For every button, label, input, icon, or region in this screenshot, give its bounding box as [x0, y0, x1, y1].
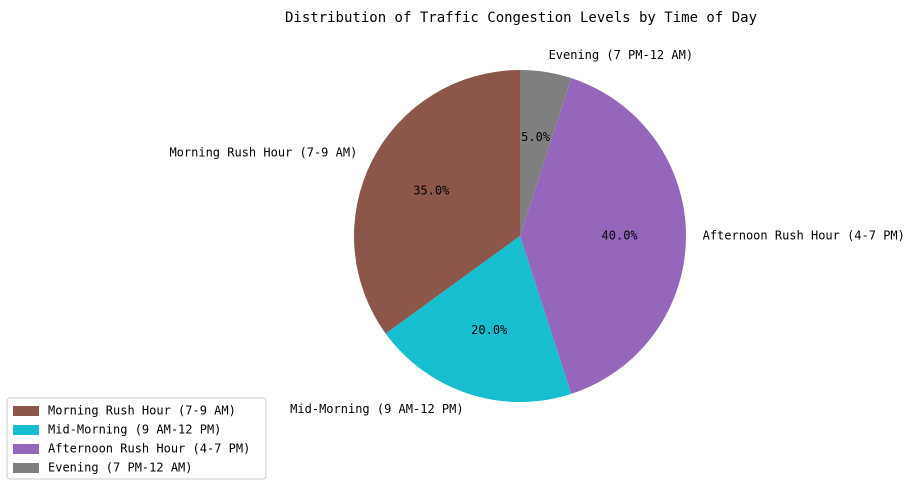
legend-swatch [13, 463, 39, 473]
slice-category-label: Evening (7 PM-12 AM) [549, 48, 694, 62]
pie-slice [520, 70, 572, 236]
slice-category-label: Morning Rush Hour (7-9 AM) [169, 146, 357, 160]
slice-category-label: Mid-Morning (9 AM-12 PM) [290, 402, 463, 416]
legend-swatch [13, 444, 39, 454]
slice-percent-label: 5.0% [521, 130, 551, 144]
slice-labels: 35.0% Morning Rush Hour (7-9 AM) 20.0% Mid-… [169, 48, 904, 416]
pie-slices [354, 70, 686, 403]
legend-label: Afternoon Rush Hour (4-7 PM) [48, 442, 250, 456]
legend-swatch [13, 425, 39, 435]
slice-percent-label: 20.0% [471, 323, 508, 337]
chart-title: Distribution of Traffic Congestion Level… [285, 10, 757, 26]
legend-label: Morning Rush Hour (7-9 AM) [48, 404, 236, 418]
legend-label: Mid-Morning (9 AM-12 PM) [48, 423, 221, 437]
slice-percent-label: 35.0% [413, 183, 450, 197]
pie-slice [385, 236, 572, 403]
slice-percent-label: 40.0% [602, 229, 639, 243]
legend-swatch [13, 406, 39, 416]
legend: Morning Rush Hour (7-9 AM) Mid-Morning (9… [6, 397, 267, 480]
legend-label: Evening (7 PM-12 AM) [48, 461, 193, 475]
slice-category-label: Afternoon Rush Hour (4-7 PM) [703, 229, 905, 243]
pie-slice [354, 70, 520, 334]
pie-slice [520, 78, 686, 394]
legend-frame [6, 397, 267, 480]
